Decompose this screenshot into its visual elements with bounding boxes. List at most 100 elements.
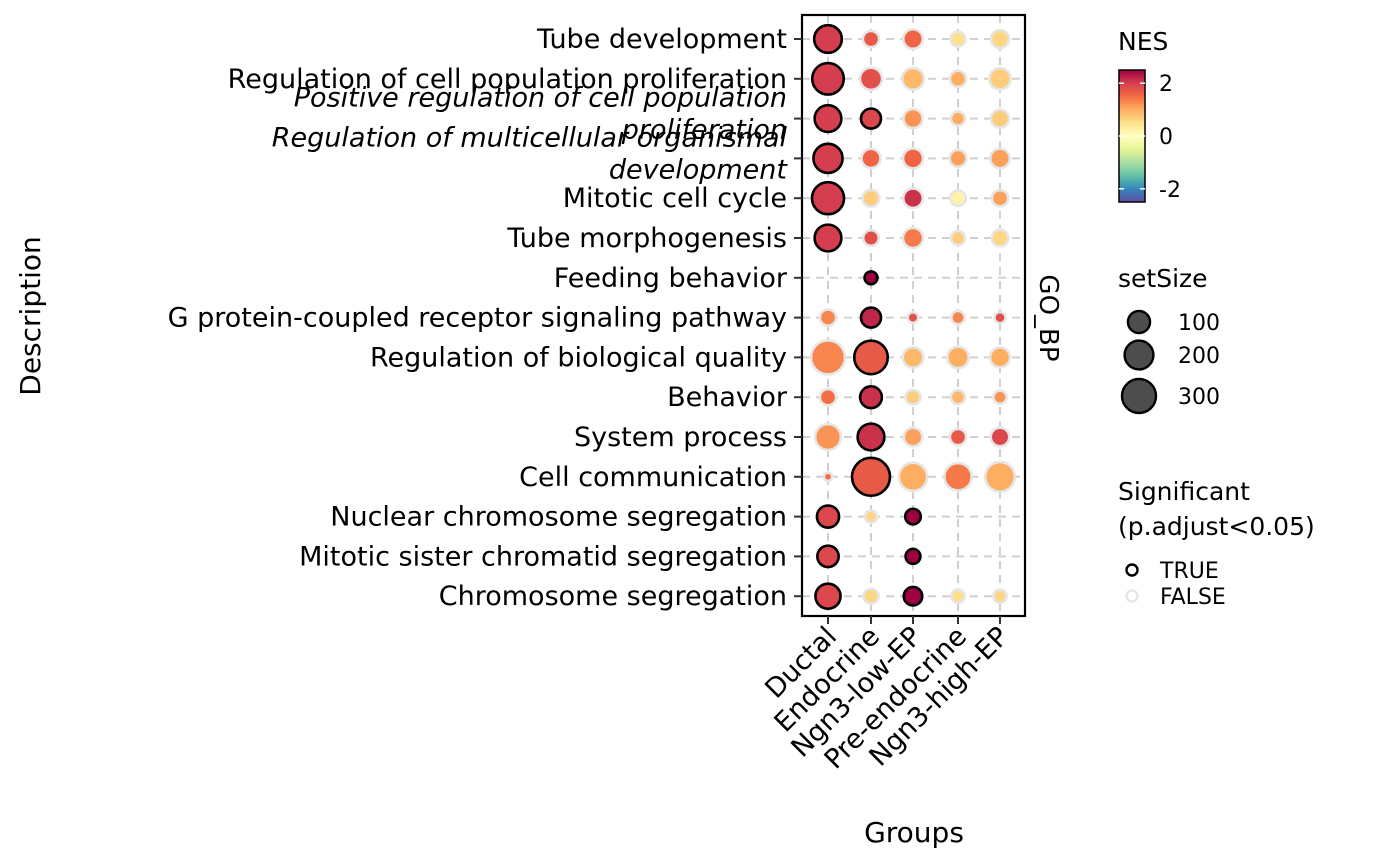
significance-legend-label: TRUE bbox=[1159, 559, 1219, 584]
x-axis: DuctalEndocrineNgn3-low-EPPre-endocrineN… bbox=[759, 616, 1015, 775]
y-tick-label: Regulation of cell population proliferat… bbox=[228, 64, 787, 95]
data-point bbox=[990, 228, 1010, 248]
data-point bbox=[950, 588, 966, 605]
data-point bbox=[949, 110, 967, 127]
data-point bbox=[901, 147, 925, 170]
data-point bbox=[822, 471, 834, 483]
significance-legend-key bbox=[1125, 589, 1139, 603]
data-point bbox=[946, 345, 970, 370]
data-point bbox=[818, 308, 838, 328]
data-point bbox=[989, 426, 1011, 448]
y-tick-label: System process bbox=[574, 422, 787, 453]
data-point bbox=[859, 107, 883, 130]
data-point bbox=[863, 270, 879, 286]
y-axis: Tube development Regulation of cell popul… bbox=[168, 24, 802, 612]
data-point bbox=[904, 547, 922, 566]
data-point bbox=[858, 66, 884, 92]
setsize-legend-keys: 100 200 300 bbox=[1120, 309, 1220, 415]
data-point bbox=[950, 309, 966, 326]
y-tick-label: Nuclear chromosome segregation bbox=[330, 502, 787, 533]
data-point bbox=[948, 427, 968, 447]
data-point bbox=[818, 387, 838, 407]
significance-legend-label: FALSE bbox=[1160, 585, 1226, 610]
data-point bbox=[988, 346, 1012, 369]
data-point bbox=[852, 339, 890, 376]
y-tick-label: Positive regulation of cell population bbox=[294, 83, 787, 114]
data-point bbox=[989, 28, 1011, 50]
y-tick-label: Feeding behavior bbox=[554, 263, 788, 294]
y-tick-label: G protein-coupled receptor signaling pat… bbox=[168, 303, 787, 334]
data-point bbox=[861, 29, 881, 49]
data-point bbox=[858, 385, 884, 410]
data-point bbox=[863, 509, 879, 525]
data-point bbox=[810, 61, 846, 96]
data-points bbox=[809, 23, 1017, 611]
data-point bbox=[810, 180, 846, 216]
nes-tick-label: -2 bbox=[1159, 178, 1181, 203]
data-point bbox=[949, 388, 967, 406]
data-point bbox=[901, 226, 925, 250]
data-point bbox=[992, 389, 1008, 406]
data-point bbox=[862, 587, 880, 605]
data-point bbox=[902, 585, 924, 607]
significance-legend-title: Significant bbox=[1118, 477, 1250, 506]
data-point bbox=[816, 544, 840, 569]
data-point bbox=[813, 422, 843, 452]
setsize-legend-key bbox=[1126, 309, 1152, 335]
setsize-legend-title: setSize bbox=[1118, 264, 1208, 293]
data-point bbox=[988, 66, 1012, 91]
x-axis-title: Groups bbox=[864, 816, 964, 849]
data-point bbox=[989, 108, 1011, 129]
y-tick-label: Regulation of multicellular organismal bbox=[272, 122, 788, 153]
y-tick-label: Behavior bbox=[667, 382, 788, 413]
facet-strip-label: GO_BP bbox=[1033, 274, 1063, 361]
setsize-legend-label: 200 bbox=[1178, 344, 1220, 369]
y-tick-label: development bbox=[609, 154, 789, 185]
data-point bbox=[813, 223, 843, 253]
data-point bbox=[990, 188, 1010, 208]
data-point bbox=[897, 461, 929, 493]
data-point bbox=[948, 148, 968, 169]
y-tick-label: Mitotic cell cycle bbox=[563, 183, 787, 214]
data-point bbox=[948, 189, 968, 208]
data-point bbox=[813, 103, 843, 134]
data-point bbox=[906, 311, 920, 325]
data-point bbox=[859, 306, 883, 329]
setsize-legend: setSize 100 200 300 bbox=[1118, 264, 1220, 415]
data-point bbox=[901, 187, 925, 210]
data-point bbox=[949, 30, 967, 48]
significance-legend-subtitle: (p.adjust<0.05) bbox=[1118, 512, 1315, 541]
data-point bbox=[815, 504, 841, 529]
y-tick-label: Tube morphogenesis bbox=[506, 223, 787, 254]
data-point bbox=[814, 582, 842, 611]
data-point bbox=[903, 507, 923, 526]
y-tick-label: Chromosome segregation bbox=[439, 581, 787, 612]
y-tick-label: Regulation of biological quality bbox=[370, 342, 787, 373]
setsize-legend-key bbox=[1123, 339, 1155, 371]
data-point bbox=[809, 339, 847, 376]
data-point bbox=[812, 23, 844, 55]
data-point bbox=[850, 456, 892, 498]
y-tick-label: proliferation bbox=[621, 115, 787, 146]
setsize-legend-label: 300 bbox=[1178, 385, 1220, 410]
nes-color-legend: NES 2 0 -2 bbox=[1118, 27, 1181, 203]
data-point bbox=[988, 147, 1012, 170]
nes-tick-label: 2 bbox=[1159, 72, 1173, 97]
y-tick-label: Cell communication bbox=[519, 462, 787, 493]
data-point bbox=[943, 461, 973, 492]
y-tick-label: Tube development bbox=[536, 24, 787, 55]
data-point bbox=[983, 460, 1017, 493]
data-point bbox=[949, 229, 967, 247]
data-point bbox=[948, 69, 968, 89]
data-point bbox=[861, 228, 881, 248]
nes-colorbar-ticks: 2 0 -2 bbox=[1119, 72, 1181, 203]
nes-legend-title: NES bbox=[1118, 27, 1168, 56]
data-point bbox=[992, 588, 1008, 605]
data-point bbox=[860, 147, 882, 170]
data-point bbox=[902, 426, 924, 448]
setsize-legend-label: 100 bbox=[1178, 311, 1220, 336]
y-axis-title: Description bbox=[14, 236, 47, 395]
